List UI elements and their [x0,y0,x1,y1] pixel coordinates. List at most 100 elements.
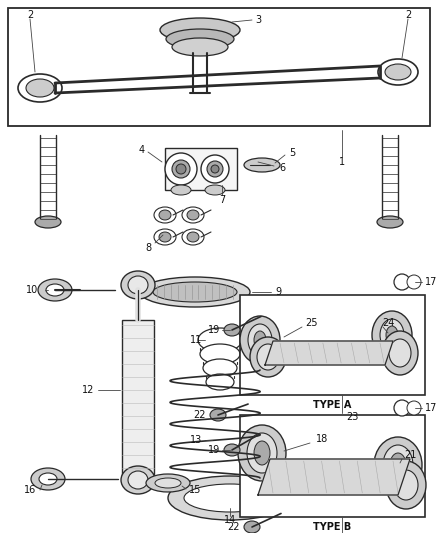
Bar [122,320,154,475]
Ellipse shape [159,210,171,220]
Ellipse shape [207,161,223,177]
Ellipse shape [247,433,277,473]
Ellipse shape [128,276,148,294]
Ellipse shape [211,165,219,173]
Ellipse shape [182,207,204,223]
Ellipse shape [198,328,242,352]
Ellipse shape [26,79,54,97]
Text: 10: 10 [26,285,38,295]
Ellipse shape [184,484,276,512]
Ellipse shape [386,326,398,344]
Bar [240,295,425,395]
Text: 12: 12 [82,385,94,395]
Ellipse shape [244,158,280,172]
Text: 9: 9 [275,287,281,297]
Ellipse shape [18,74,62,102]
Ellipse shape [205,185,225,195]
Text: 22: 22 [194,410,206,420]
Ellipse shape [372,311,412,359]
Ellipse shape [390,453,406,477]
Ellipse shape [254,331,266,349]
Text: 13: 13 [190,435,202,445]
Ellipse shape [210,409,226,421]
Ellipse shape [374,437,422,493]
Ellipse shape [38,279,72,301]
Text: 17: 17 [425,277,438,287]
Text: 7: 7 [219,195,225,205]
Text: 24: 24 [382,318,394,328]
Ellipse shape [39,473,57,485]
Ellipse shape [46,284,64,296]
Ellipse shape [377,216,403,228]
Ellipse shape [244,521,260,533]
Ellipse shape [378,59,418,85]
Ellipse shape [254,441,270,465]
Ellipse shape [407,401,421,415]
Ellipse shape [394,400,410,416]
Ellipse shape [160,18,240,42]
Text: 5: 5 [289,148,295,158]
Ellipse shape [383,445,413,485]
Ellipse shape [154,207,176,223]
Text: TYPE B: TYPE B [313,522,351,532]
Ellipse shape [35,216,61,228]
Text: 16: 16 [24,485,36,495]
Bar [165,148,237,190]
Ellipse shape [238,425,286,481]
Text: 19: 19 [208,445,220,455]
Text: 11: 11 [190,335,202,345]
Ellipse shape [257,344,279,370]
Ellipse shape [166,29,234,49]
Ellipse shape [121,271,155,299]
Text: 8: 8 [145,243,151,253]
Ellipse shape [155,478,181,488]
Text: 17: 17 [425,403,438,413]
Ellipse shape [394,470,418,500]
Text: 2: 2 [405,10,411,20]
Text: 3: 3 [255,15,261,25]
Ellipse shape [248,324,272,356]
Ellipse shape [380,319,404,351]
Ellipse shape [394,274,410,290]
Bar [240,415,425,517]
Text: 6: 6 [279,163,285,173]
Ellipse shape [172,38,228,56]
Ellipse shape [159,232,171,242]
Ellipse shape [382,331,418,375]
Ellipse shape [240,316,280,364]
Text: 22: 22 [228,522,240,532]
Polygon shape [265,341,393,365]
Text: 19: 19 [208,325,220,335]
Ellipse shape [407,275,421,289]
Ellipse shape [172,160,190,178]
Text: 25: 25 [306,318,318,328]
Ellipse shape [224,444,240,456]
Ellipse shape [176,164,186,174]
Text: 4: 4 [139,145,145,155]
Text: 23: 23 [346,412,358,422]
Ellipse shape [201,155,229,183]
Ellipse shape [250,337,286,377]
Ellipse shape [153,282,237,302]
Ellipse shape [203,359,237,377]
Ellipse shape [385,64,411,80]
Ellipse shape [386,461,426,509]
Polygon shape [258,459,410,495]
Ellipse shape [121,466,155,494]
Ellipse shape [206,374,234,390]
Ellipse shape [154,229,176,245]
Ellipse shape [146,474,190,492]
Ellipse shape [31,468,65,490]
Text: 1: 1 [339,157,345,167]
Ellipse shape [187,232,199,242]
Ellipse shape [140,277,250,307]
Ellipse shape [171,185,191,195]
Text: 18: 18 [316,434,328,444]
Ellipse shape [168,476,292,520]
Bar [8,8,430,126]
Ellipse shape [182,229,204,245]
Text: 21: 21 [404,450,416,460]
Text: 15: 15 [189,485,201,495]
Ellipse shape [165,153,197,185]
Ellipse shape [224,324,240,336]
